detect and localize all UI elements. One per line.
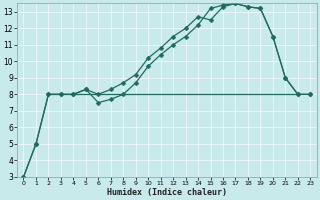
- X-axis label: Humidex (Indice chaleur): Humidex (Indice chaleur): [107, 188, 227, 197]
